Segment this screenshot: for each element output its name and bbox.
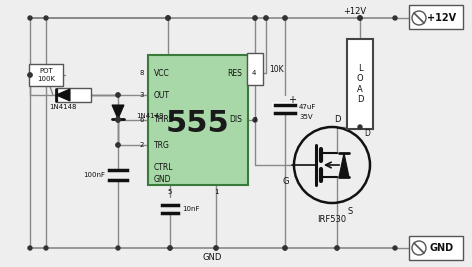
- Circle shape: [116, 143, 120, 147]
- Text: +12V: +12V: [344, 7, 367, 17]
- Text: GND: GND: [202, 253, 222, 262]
- Text: 2: 2: [140, 142, 144, 148]
- Circle shape: [28, 16, 32, 20]
- Polygon shape: [112, 105, 124, 119]
- Text: 5: 5: [168, 189, 172, 195]
- Text: 1N4148: 1N4148: [49, 104, 77, 110]
- Circle shape: [253, 16, 257, 20]
- Circle shape: [283, 16, 287, 20]
- Circle shape: [358, 16, 362, 20]
- Circle shape: [166, 16, 170, 20]
- Circle shape: [393, 16, 397, 20]
- Circle shape: [28, 73, 32, 77]
- Circle shape: [44, 246, 48, 250]
- Circle shape: [214, 246, 218, 250]
- Circle shape: [116, 93, 120, 97]
- Text: GND: GND: [154, 175, 171, 184]
- Text: RES: RES: [227, 69, 242, 77]
- Circle shape: [358, 16, 362, 20]
- FancyBboxPatch shape: [247, 53, 263, 85]
- FancyBboxPatch shape: [29, 64, 63, 86]
- Text: CTRL: CTRL: [154, 163, 174, 171]
- Polygon shape: [56, 89, 70, 101]
- Text: 35V: 35V: [299, 114, 312, 120]
- Text: D: D: [334, 115, 340, 124]
- Text: TRG: TRG: [154, 140, 170, 150]
- FancyBboxPatch shape: [148, 55, 248, 185]
- Circle shape: [335, 246, 339, 250]
- Circle shape: [393, 246, 397, 250]
- Circle shape: [116, 246, 120, 250]
- FancyBboxPatch shape: [347, 39, 373, 129]
- Text: 1: 1: [214, 189, 218, 195]
- Circle shape: [166, 16, 170, 20]
- Text: 555: 555: [166, 109, 230, 139]
- Text: 1N4148: 1N4148: [136, 113, 163, 119]
- FancyBboxPatch shape: [409, 236, 463, 260]
- Circle shape: [358, 16, 362, 20]
- Text: L
O
A
D: L O A D: [357, 64, 363, 104]
- Circle shape: [168, 246, 172, 250]
- Text: POT: POT: [39, 68, 53, 74]
- Circle shape: [166, 16, 170, 20]
- Text: VCC: VCC: [154, 69, 170, 77]
- Text: 100K: 100K: [37, 76, 55, 82]
- Circle shape: [116, 117, 120, 121]
- Text: THRS: THRS: [154, 116, 175, 124]
- Text: IRF530: IRF530: [318, 214, 346, 223]
- Circle shape: [28, 73, 32, 77]
- Circle shape: [116, 118, 120, 122]
- Text: 10K: 10K: [269, 65, 284, 73]
- Circle shape: [283, 246, 287, 250]
- Circle shape: [214, 246, 218, 250]
- Circle shape: [283, 16, 287, 20]
- FancyBboxPatch shape: [57, 88, 91, 102]
- Text: +: +: [288, 95, 296, 105]
- Text: 100nF: 100nF: [83, 172, 105, 178]
- Text: 7: 7: [252, 117, 256, 123]
- Polygon shape: [339, 153, 349, 177]
- Text: 6: 6: [140, 117, 144, 123]
- Circle shape: [28, 246, 32, 250]
- Circle shape: [253, 16, 257, 20]
- Text: G: G: [283, 176, 289, 186]
- Text: 47uF: 47uF: [299, 104, 316, 110]
- Text: OUT: OUT: [154, 91, 170, 100]
- Text: 3: 3: [140, 92, 144, 98]
- Text: 4: 4: [252, 70, 256, 76]
- Circle shape: [264, 16, 268, 20]
- FancyBboxPatch shape: [409, 5, 463, 29]
- Circle shape: [358, 125, 362, 129]
- Text: 10nF: 10nF: [182, 206, 200, 212]
- Circle shape: [335, 246, 339, 250]
- Circle shape: [44, 16, 48, 20]
- Circle shape: [253, 118, 257, 122]
- Text: D: D: [364, 129, 370, 139]
- Text: 8: 8: [140, 70, 144, 76]
- Circle shape: [116, 118, 120, 122]
- Circle shape: [168, 246, 172, 250]
- Text: S: S: [347, 206, 353, 215]
- Circle shape: [283, 246, 287, 250]
- Circle shape: [116, 143, 120, 147]
- Circle shape: [116, 93, 120, 97]
- Text: +12V: +12V: [428, 13, 456, 23]
- Text: GND: GND: [430, 243, 454, 253]
- Text: DIS: DIS: [229, 116, 242, 124]
- Circle shape: [264, 16, 268, 20]
